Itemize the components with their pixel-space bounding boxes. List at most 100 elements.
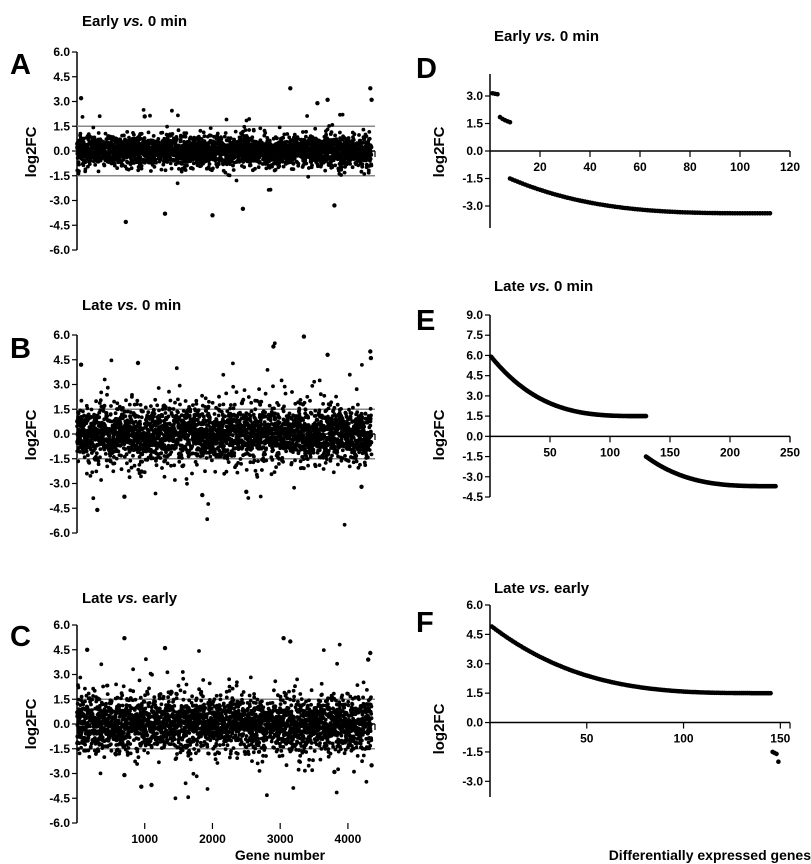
data-point bbox=[184, 477, 189, 481]
data-point bbox=[103, 131, 108, 136]
data-point bbox=[277, 125, 282, 130]
data-point bbox=[153, 157, 158, 162]
data-point bbox=[177, 383, 182, 388]
data-point bbox=[366, 168, 371, 173]
data-point bbox=[98, 398, 103, 403]
data-point bbox=[258, 494, 263, 499]
data-point bbox=[277, 462, 281, 466]
data-point bbox=[252, 454, 256, 459]
data-point bbox=[83, 160, 88, 165]
data-point bbox=[253, 468, 258, 473]
data-point bbox=[207, 399, 211, 404]
data-point bbox=[139, 166, 144, 171]
data-point bbox=[329, 130, 334, 135]
data-point bbox=[243, 128, 248, 133]
data-point bbox=[119, 453, 123, 458]
data-point bbox=[242, 124, 247, 129]
data-point bbox=[270, 458, 275, 462]
data-point bbox=[201, 414, 206, 419]
data-point bbox=[78, 131, 83, 136]
y-tick-label: -6.0 bbox=[49, 526, 70, 540]
data-point bbox=[168, 407, 173, 411]
data-point bbox=[224, 117, 229, 122]
data-point bbox=[105, 464, 110, 469]
data-point bbox=[224, 391, 229, 396]
data-point bbox=[304, 129, 308, 134]
data-point bbox=[116, 160, 121, 165]
data-point bbox=[162, 474, 167, 479]
data-point bbox=[139, 415, 144, 420]
data-point bbox=[109, 139, 114, 144]
data-point bbox=[272, 470, 277, 474]
data-point bbox=[223, 131, 228, 135]
data-point bbox=[208, 126, 213, 130]
data-point bbox=[229, 403, 233, 407]
data-point bbox=[168, 161, 173, 166]
data-point bbox=[98, 455, 102, 460]
data-point bbox=[176, 113, 180, 118]
data-point bbox=[187, 413, 192, 418]
data-point bbox=[181, 463, 186, 468]
data-point bbox=[315, 101, 320, 106]
data-point bbox=[170, 108, 174, 113]
data-point bbox=[141, 108, 146, 112]
data-point bbox=[223, 414, 227, 419]
data-point bbox=[156, 140, 161, 145]
data-point bbox=[273, 167, 278, 172]
data-point bbox=[94, 451, 99, 456]
data-point bbox=[153, 397, 158, 402]
data-point bbox=[85, 471, 89, 476]
data-points bbox=[75, 334, 374, 527]
data-point bbox=[191, 166, 195, 171]
data-point bbox=[256, 165, 261, 170]
data-point bbox=[242, 388, 247, 392]
data-point bbox=[168, 398, 173, 403]
data-point bbox=[93, 163, 98, 167]
data-point bbox=[125, 160, 130, 165]
data-point bbox=[88, 474, 93, 478]
data-point bbox=[140, 459, 145, 464]
data-point bbox=[198, 128, 203, 133]
data-point bbox=[240, 206, 246, 211]
data-point bbox=[264, 446, 268, 451]
data-point bbox=[135, 398, 140, 403]
data-point bbox=[333, 163, 338, 168]
data-point bbox=[98, 408, 103, 413]
y-tick-label: -4.5 bbox=[49, 218, 70, 232]
data-point bbox=[98, 447, 103, 451]
data-point bbox=[338, 130, 342, 135]
data-point bbox=[91, 125, 96, 130]
y-tick-label: 1.5 bbox=[53, 402, 70, 416]
data-point bbox=[163, 458, 168, 463]
data-point bbox=[242, 165, 247, 170]
data-point bbox=[178, 402, 182, 407]
data-point bbox=[136, 467, 141, 472]
data-point bbox=[167, 389, 171, 394]
data-point bbox=[238, 457, 243, 461]
data-point bbox=[275, 136, 279, 141]
data-point bbox=[205, 517, 210, 522]
title-part: vs. bbox=[123, 13, 144, 30]
data-point bbox=[339, 173, 343, 177]
data-point bbox=[154, 463, 159, 468]
data-point bbox=[112, 399, 116, 404]
data-point bbox=[109, 404, 113, 408]
data-point bbox=[102, 403, 107, 408]
data-point bbox=[151, 456, 156, 461]
data-point bbox=[232, 402, 237, 407]
data-point bbox=[235, 414, 240, 419]
data-point bbox=[291, 167, 296, 172]
data-point bbox=[96, 131, 101, 135]
data-point bbox=[146, 410, 151, 415]
data-point bbox=[263, 410, 268, 415]
data-point bbox=[99, 390, 104, 395]
data-point bbox=[306, 174, 311, 179]
data-point bbox=[231, 406, 236, 411]
data-point bbox=[368, 86, 373, 91]
data-point bbox=[152, 165, 157, 169]
data-point bbox=[227, 173, 232, 178]
data-point bbox=[99, 156, 104, 161]
data-point bbox=[274, 465, 278, 469]
y-tick-label: -6.0 bbox=[49, 243, 70, 257]
data-point bbox=[146, 130, 151, 135]
